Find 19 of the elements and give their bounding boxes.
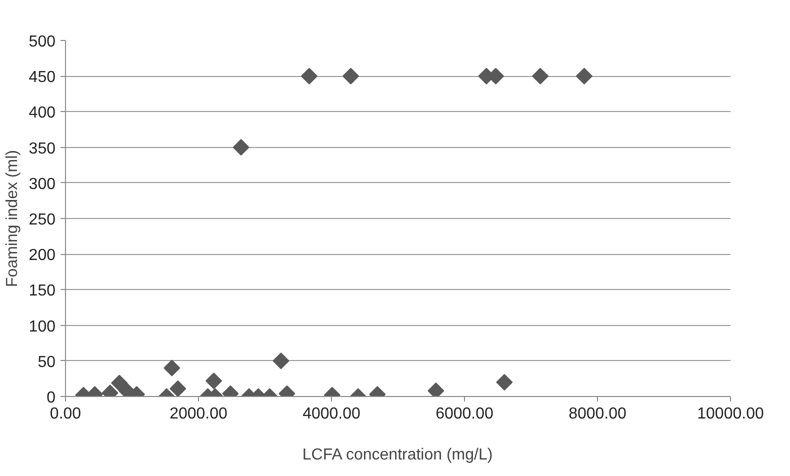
y-tick-label: 50: [38, 354, 56, 371]
x-tick-label: 8000.00: [568, 406, 627, 422]
x-tick-label: 6000.00: [436, 406, 494, 422]
y-tick-label: 0: [46, 390, 56, 406]
y-tick-label: 450: [28, 69, 56, 86]
x-tick-label: 4000.00: [302, 406, 361, 422]
y-tick-label: 200: [28, 247, 56, 264]
y-tick-label: 400: [28, 104, 56, 122]
x-tick-label: 2000.00: [170, 406, 228, 422]
y-tick-label: 300: [28, 176, 56, 193]
y-tick-label: 500: [28, 34, 56, 50]
x-tick-label: 0.00: [50, 406, 82, 422]
y-axis-title: Foaming index (ml): [4, 150, 21, 287]
x-tick-label: 10000.00: [697, 406, 764, 422]
y-tick-label: 250: [28, 212, 56, 228]
y-tick-label: 150: [28, 282, 56, 300]
y-tick-label: 100: [28, 318, 56, 336]
y-tick-label: 350: [28, 140, 56, 158]
x-axis-title: LCFA concentration (mg/L): [302, 446, 493, 464]
